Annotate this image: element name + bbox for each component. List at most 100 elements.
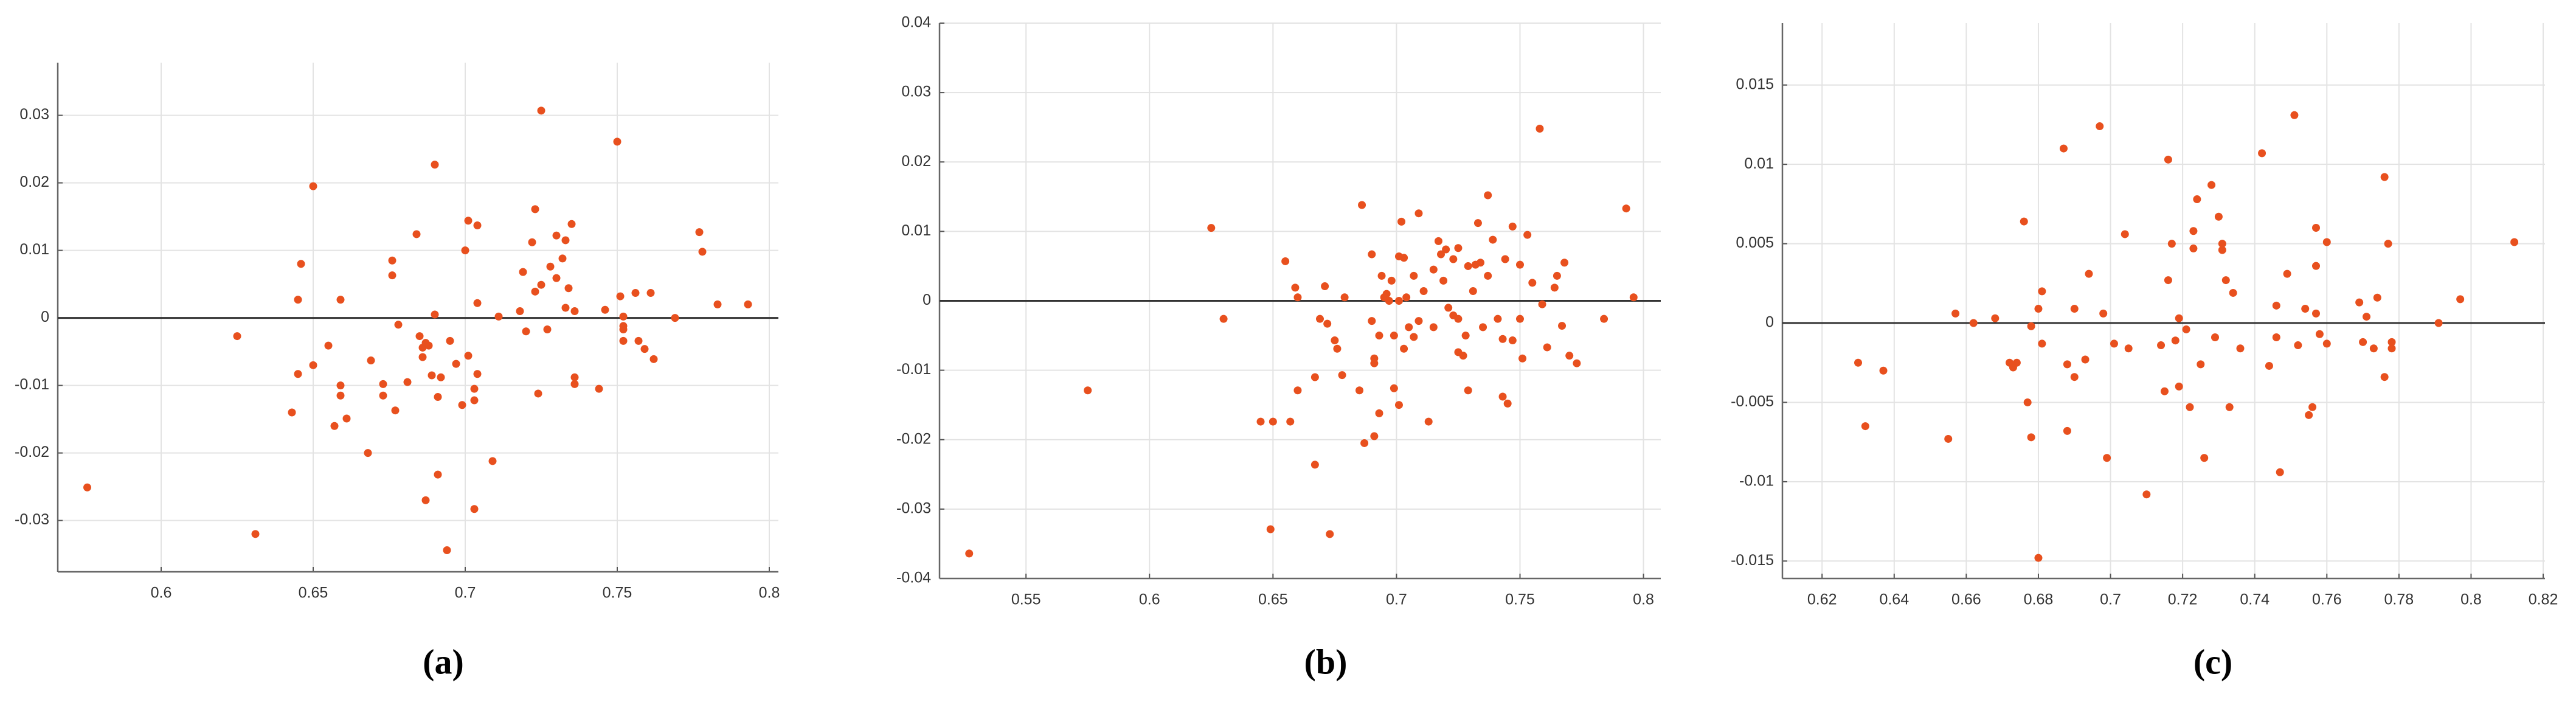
point: [1550, 283, 1559, 292]
point: [613, 137, 621, 146]
point: [1503, 399, 1512, 408]
point: [1266, 525, 1275, 533]
chart-panel: 0.6 0.65 0.7 0.75 0.8 -0.03 -0.02 -0.01 0 0.01 0.0…: [15, 63, 780, 681]
point: [1323, 319, 1332, 328]
point: [619, 312, 628, 321]
point: [1358, 201, 1366, 209]
point: [2380, 373, 2389, 381]
point: [428, 371, 436, 380]
point: [364, 449, 372, 457]
point: [1311, 460, 1319, 469]
y-tick-label: -0.02: [896, 430, 931, 447]
point: [2322, 339, 2331, 348]
point: [1269, 417, 1277, 426]
point: [2189, 227, 2198, 235]
point: [595, 384, 603, 393]
point: [1375, 409, 1383, 417]
x-tick-label: 0.8: [1633, 591, 1654, 608]
point: [434, 470, 442, 479]
point: [336, 391, 345, 400]
point: [1464, 262, 1472, 270]
point: [601, 305, 609, 314]
point: [1219, 315, 1228, 323]
point: [1484, 271, 1492, 280]
point: [1400, 344, 1408, 353]
point: [552, 231, 561, 240]
point: [534, 389, 542, 398]
point: [470, 384, 479, 393]
point: [2218, 240, 2226, 248]
point: [1390, 384, 1398, 392]
point: [367, 356, 375, 365]
point: [1565, 352, 1574, 360]
point: [522, 327, 530, 336]
point: [543, 325, 552, 333]
point: [1991, 314, 2000, 322]
point: [464, 352, 473, 360]
point: [2197, 360, 2205, 369]
y-tick-label: 0.01: [19, 241, 49, 258]
point: [2308, 403, 2317, 411]
point: [1293, 293, 1302, 302]
point: [570, 380, 579, 388]
y-tick-label: -0.03: [15, 511, 49, 528]
point: [388, 271, 396, 280]
point: [2027, 433, 2035, 442]
x-tick-label: 0.72: [2168, 591, 2198, 608]
point: [619, 336, 628, 345]
point: [1449, 255, 1458, 263]
point: [2121, 230, 2129, 238]
point: [2272, 301, 2280, 310]
x-tick-label: 0.7: [1386, 591, 1407, 608]
point: [1879, 366, 1888, 375]
point: [1508, 222, 1517, 231]
point: [646, 289, 655, 297]
point: [379, 380, 387, 388]
point: [2142, 490, 2151, 499]
point: [1536, 124, 1544, 133]
point: [2315, 330, 2324, 338]
point: [1281, 257, 1290, 265]
y-tick-label: 0.02: [19, 173, 49, 190]
point: [388, 256, 396, 265]
point: [1377, 271, 1386, 280]
point: [2096, 122, 2104, 131]
point: [531, 287, 539, 296]
point: [1442, 245, 1450, 254]
x-tick-label: 0.55: [1011, 591, 1041, 608]
point: [431, 310, 439, 319]
point: [452, 360, 460, 368]
point: [1414, 317, 1423, 325]
point: [1419, 287, 1428, 296]
point: [2214, 212, 2223, 221]
point: [631, 289, 640, 297]
point: [570, 307, 579, 316]
point: [619, 325, 628, 333]
point: [561, 304, 570, 312]
x-tick-label: 0.65: [1258, 591, 1288, 608]
point: [1410, 333, 1418, 341]
point: [437, 373, 445, 381]
point: [1410, 271, 1418, 280]
point: [713, 300, 722, 308]
point: [2373, 293, 2381, 302]
point: [1573, 359, 1581, 367]
point: [83, 483, 91, 492]
y-tick-label: 0: [1765, 314, 1774, 331]
point: [297, 260, 305, 268]
point: [1355, 386, 1363, 395]
x-tick-label: 0.74: [2240, 591, 2270, 608]
y-tick-label: 0.005: [1736, 234, 1774, 251]
point: [2124, 344, 2133, 353]
point: [294, 296, 302, 304]
point: [1368, 250, 1376, 259]
point: [1501, 255, 1509, 263]
point: [2207, 181, 2216, 189]
point: [464, 217, 473, 225]
point: [412, 230, 421, 238]
point: [2063, 426, 2071, 435]
point: [1459, 352, 1467, 360]
x-tick-label: 0.66: [1951, 591, 1981, 608]
point: [394, 321, 403, 329]
